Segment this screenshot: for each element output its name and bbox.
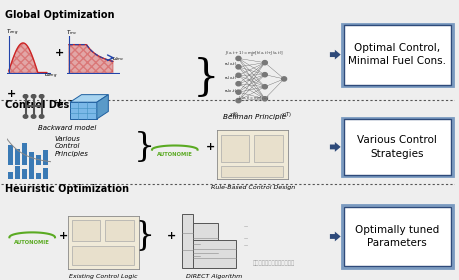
FancyBboxPatch shape	[343, 119, 449, 175]
Text: —: —	[244, 236, 248, 240]
Polygon shape	[70, 102, 97, 119]
Text: Optimal Control,
Minimal Fuel Cons.: Optimal Control, Minimal Fuel Cons.	[347, 43, 445, 66]
Circle shape	[23, 95, 28, 98]
Text: Various
Control
Principles: Various Control Principles	[54, 136, 88, 157]
Bar	[43, 151, 48, 165]
FancyBboxPatch shape	[341, 205, 452, 267]
Circle shape	[23, 115, 28, 118]
Text: Global Optimization: Global Optimization	[5, 10, 114, 20]
Text: $T_{mc}$: $T_{mc}$	[66, 29, 77, 38]
FancyBboxPatch shape	[220, 166, 282, 177]
Bar	[22, 169, 28, 179]
Circle shape	[262, 85, 267, 89]
Bar	[28, 165, 34, 179]
Bar	[192, 231, 200, 268]
Text: Existing Control Logic: Existing Control Logic	[69, 274, 138, 279]
Text: +: +	[167, 232, 176, 241]
Bar	[43, 169, 48, 179]
Text: Control Design: Control Design	[5, 100, 87, 110]
Circle shape	[235, 56, 241, 60]
Text: $\pi_k(x,t)$: $\pi_k(x,t)$	[224, 87, 237, 95]
Text: Bellman Principle: Bellman Principle	[222, 114, 285, 120]
Text: $\omega_{eng}$: $\omega_{eng}$	[44, 72, 58, 81]
Text: $x(T)$: $x(T)$	[280, 110, 291, 119]
Bar	[8, 171, 13, 179]
FancyBboxPatch shape	[220, 135, 249, 162]
Text: +: +	[54, 97, 63, 108]
Bar	[192, 240, 235, 268]
Bar	[22, 143, 28, 165]
Text: Optimally tuned
Parameters: Optimally tuned Parameters	[354, 225, 438, 248]
Text: $\omega_{mc}$: $\omega_{mc}$	[112, 55, 124, 63]
Bar	[36, 173, 41, 179]
FancyBboxPatch shape	[341, 24, 452, 86]
FancyBboxPatch shape	[343, 25, 449, 85]
FancyBboxPatch shape	[72, 220, 100, 241]
Text: +: +	[205, 142, 214, 152]
Text: $\pi_1(x,t)$: $\pi_1(x,t)$	[224, 61, 237, 68]
Text: Various Control
Strategies: Various Control Strategies	[357, 135, 436, 158]
FancyBboxPatch shape	[341, 118, 452, 176]
Bar	[15, 149, 20, 165]
Text: }: }	[134, 131, 155, 163]
Text: $T_{eng}$: $T_{eng}$	[6, 28, 18, 38]
Circle shape	[262, 73, 267, 77]
Circle shape	[235, 73, 241, 77]
Circle shape	[235, 65, 241, 69]
Text: —: —	[244, 225, 248, 229]
Circle shape	[235, 81, 241, 86]
Circle shape	[31, 95, 36, 98]
Text: DIRECT Algorithm: DIRECT Algorithm	[185, 274, 242, 279]
Text: 中国汽研新能源汽车测试评价: 中国汽研新能源汽车测试评价	[252, 261, 295, 266]
Text: +: +	[54, 48, 63, 58]
Circle shape	[262, 60, 267, 65]
FancyBboxPatch shape	[105, 220, 134, 241]
Circle shape	[39, 115, 44, 118]
Text: $x(t)$: $x(t)$	[229, 110, 239, 119]
FancyBboxPatch shape	[343, 207, 449, 266]
Bar	[182, 214, 192, 268]
Bar	[36, 155, 41, 165]
Text: +: +	[7, 89, 16, 99]
Text: Heuristic Optimization: Heuristic Optimization	[5, 184, 129, 194]
Circle shape	[31, 115, 36, 118]
Text: Backward model: Backward model	[38, 125, 96, 131]
Text: }: }	[134, 220, 155, 253]
Text: Rule-Based Control Design: Rule-Based Control Design	[210, 185, 294, 190]
Bar	[8, 144, 13, 165]
Text: AUTONOMIE: AUTONOMIE	[14, 240, 50, 245]
Circle shape	[39, 95, 44, 98]
Text: +: +	[59, 232, 68, 241]
Polygon shape	[97, 95, 108, 119]
Text: $J_k(x,t)=\min_{u(t)}[...]$: $J_k(x,t)=\min_{u(t)}[...]$	[238, 94, 269, 105]
Bar	[15, 166, 20, 179]
FancyBboxPatch shape	[72, 246, 134, 265]
Bar	[192, 223, 217, 268]
Circle shape	[235, 90, 241, 94]
Text: AUTONOMIE: AUTONOMIE	[157, 152, 192, 157]
Circle shape	[235, 99, 241, 103]
Text: }: }	[193, 57, 219, 99]
FancyBboxPatch shape	[254, 135, 282, 162]
Text: $\pi_2(x,t)$: $\pi_2(x,t)$	[224, 74, 237, 81]
Text: $J(x,t+1)=\min_{u}[h(x,t)+J(x,t)]$: $J(x,t+1)=\min_{u}[h(x,t)+J(x,t)]$	[224, 49, 283, 59]
Polygon shape	[70, 95, 108, 102]
Circle shape	[281, 77, 286, 81]
Circle shape	[262, 97, 267, 101]
Bar	[28, 152, 34, 165]
Text: —: —	[244, 243, 248, 247]
